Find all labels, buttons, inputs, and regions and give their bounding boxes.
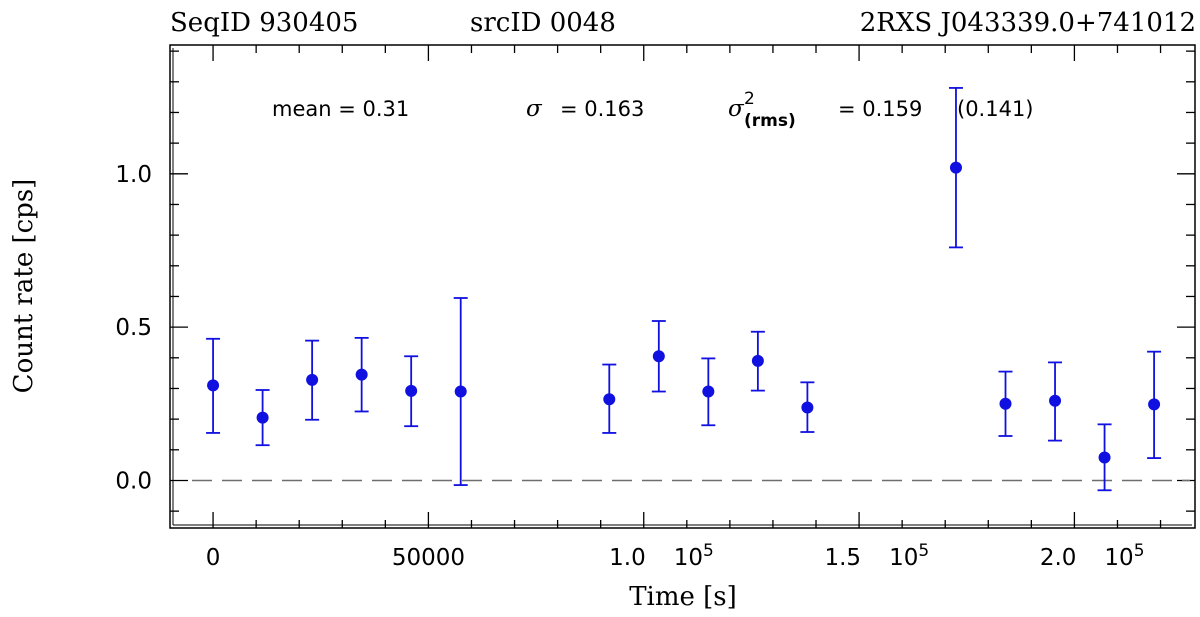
data-point xyxy=(751,354,764,367)
data-point xyxy=(949,161,962,174)
data-point xyxy=(454,385,467,398)
x-tick-label: 50000 xyxy=(392,545,465,571)
mean-stat: mean = 0.31 xyxy=(272,97,409,121)
rms-sigma-symbol: σ xyxy=(728,96,745,122)
y-axis-title: Count rate [cps] xyxy=(9,179,39,394)
rms-stat: = 0.159 xyxy=(838,97,922,121)
data-series xyxy=(206,87,1162,492)
rms-subscript: (rms) xyxy=(744,111,796,131)
data-point xyxy=(702,385,715,398)
y-tick-label: 1.0 xyxy=(115,162,152,188)
x-tick-label: 1.5 xyxy=(824,545,861,571)
data-point xyxy=(999,397,1012,410)
y-tick-label: 0.5 xyxy=(115,315,152,341)
data-point xyxy=(801,401,814,414)
rms-superscript: 2 xyxy=(744,89,755,109)
sigma-stat: = 0.163 xyxy=(560,97,644,121)
data-point xyxy=(405,384,418,397)
data-point xyxy=(1049,394,1062,407)
plot-frame xyxy=(169,44,1196,529)
x-tick-label: 2.0 xyxy=(1040,545,1077,571)
data-point xyxy=(355,368,368,381)
data-point xyxy=(652,350,665,363)
seq-id-label: SeqID 930405 xyxy=(170,8,358,38)
data-point xyxy=(207,379,220,392)
y-tick-label: 0.0 xyxy=(115,468,152,494)
x-tick-exponent: 105 xyxy=(1104,541,1144,571)
data-point xyxy=(306,373,319,386)
data-point xyxy=(1098,451,1111,464)
data-point xyxy=(256,411,269,424)
data-point xyxy=(603,393,616,406)
rms-extra-stat: (0.141) xyxy=(957,97,1034,121)
axis-tick-labels: 0 50000 1.0 105 1.5 105 2.0 105 0.0 0.5 1.0 xyxy=(115,162,1144,571)
x-tick-label: 1.0 xyxy=(609,545,646,571)
x-tick-exponent: 105 xyxy=(889,541,929,571)
src-id-label: srcID 0048 xyxy=(470,8,616,38)
data-point xyxy=(1148,398,1161,411)
x-tick-exponent: 105 xyxy=(674,541,714,571)
x-axis-title: Time [s] xyxy=(629,582,737,612)
source-name-label: 2RXS J043339.0+741012 xyxy=(860,8,1196,38)
x-tick-label: 0 xyxy=(206,545,221,571)
axis-ticks xyxy=(170,45,1195,528)
sigma-symbol: σ xyxy=(526,96,543,122)
